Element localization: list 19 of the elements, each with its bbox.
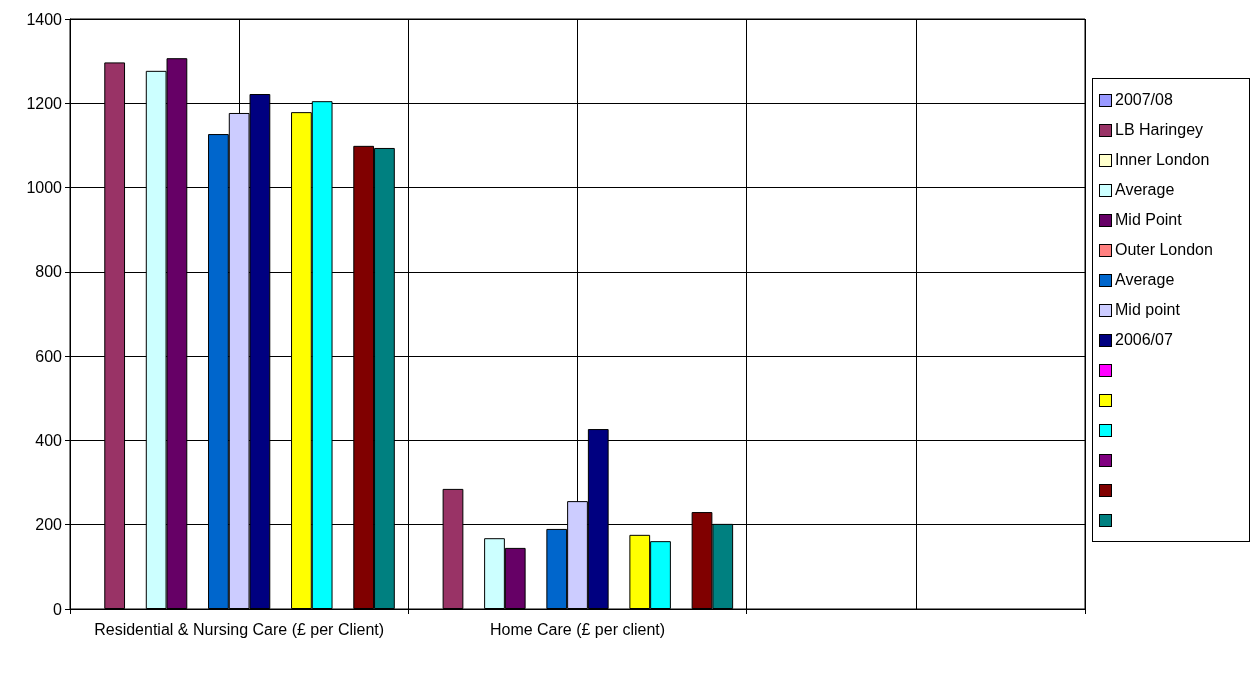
legend-label: 2006/07 bbox=[1115, 330, 1173, 350]
legend-label: Inner London bbox=[1115, 150, 1210, 170]
y-tick-label: 600 bbox=[35, 347, 63, 365]
legend-label: Mid Point bbox=[1115, 210, 1182, 230]
legend-label: Outer London bbox=[1115, 240, 1213, 260]
y-tick-label: 1200 bbox=[26, 94, 63, 112]
y-tick-label: 1000 bbox=[26, 179, 63, 197]
y-tick-label: 800 bbox=[35, 263, 63, 281]
y-tick-label: 0 bbox=[53, 600, 63, 618]
legend-label: 2007/08 bbox=[1115, 90, 1173, 110]
y-tick-label: 200 bbox=[35, 516, 63, 534]
legend-label: Average bbox=[1115, 180, 1175, 200]
x-tick-label: Home Care (£ per client) bbox=[489, 621, 666, 638]
y-tick-label: 1400 bbox=[26, 10, 63, 28]
legend-label: Average bbox=[1115, 270, 1175, 290]
legend-label: Mid point bbox=[1115, 300, 1180, 320]
legend-label: LB Haringey bbox=[1115, 120, 1204, 140]
y-tick-label: 400 bbox=[35, 431, 63, 449]
x-tick-label: Residential & Nursing Care (£ per Client) bbox=[94, 621, 385, 638]
